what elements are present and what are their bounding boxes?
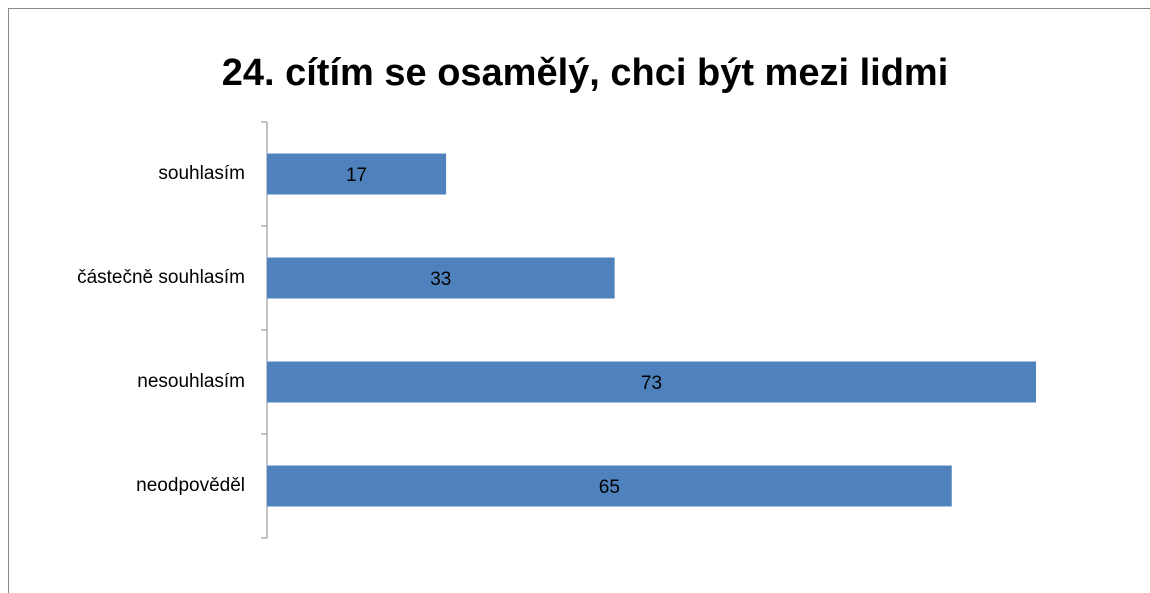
y-tick-label: souhlasím [158, 163, 245, 184]
data-label: 65 [599, 477, 620, 498]
bar [267, 465, 952, 507]
bar [267, 361, 1036, 403]
bar [267, 153, 447, 195]
y-tick-label: neodpověděl [136, 475, 245, 496]
data-label: 33 [430, 269, 451, 290]
y-tick-label: nesouhlasím [137, 371, 245, 392]
data-label: 17 [346, 165, 367, 186]
bar [267, 257, 615, 299]
data-label: 73 [641, 373, 662, 394]
chart-title: 24. cítím se osamělý, chci být mezi lidm… [222, 52, 949, 94]
y-tick-label: částečně souhlasím [77, 267, 245, 288]
